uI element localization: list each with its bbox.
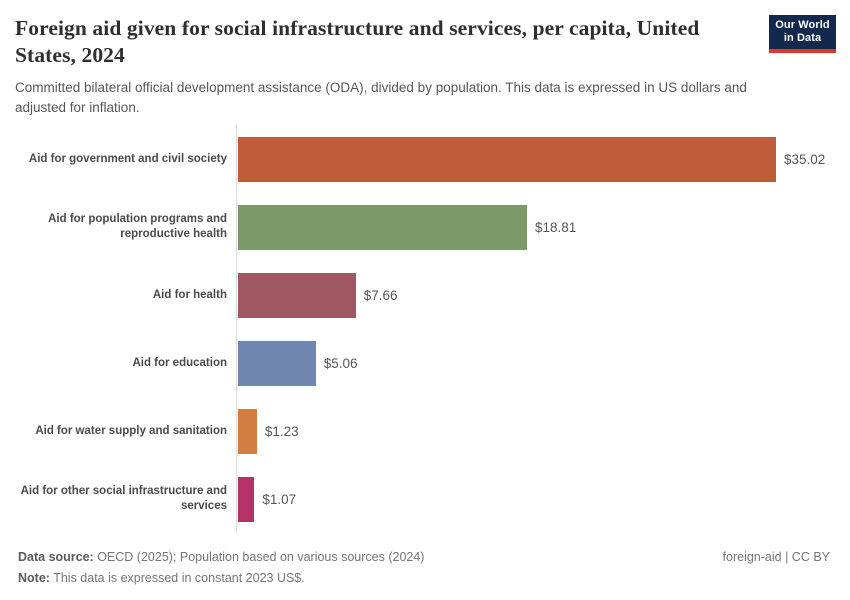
- license-text: foreign-aid | CC BY: [722, 550, 830, 564]
- bar-value-label: $35.02: [784, 151, 826, 167]
- category-label: Aid for health: [152, 288, 227, 301]
- bar: [238, 136, 776, 182]
- chart-row: Aid for government and civil society $35…: [0, 125, 850, 193]
- owid-logo: Our World in Data: [769, 15, 836, 53]
- note-label: Note:: [18, 571, 50, 585]
- chart-row: Aid for water supply and sanitation $1.2…: [0, 397, 850, 465]
- header: Foreign aid given for social infrastruct…: [0, 0, 850, 118]
- bar-value-label: $5.06: [323, 355, 358, 371]
- bar: [238, 476, 255, 522]
- page-title: Foreign aid given for social infrastruct…: [15, 16, 700, 67]
- bar-chart: Aid for government and civil society $35…: [0, 125, 850, 533]
- bar: [238, 340, 316, 386]
- category-label: Aid for government and civil society: [28, 152, 227, 165]
- note-line: Note: This data is expressed in constant…: [18, 568, 424, 589]
- bar-track: $35.02: [236, 125, 850, 193]
- category-label: Aid for education: [132, 356, 227, 369]
- header-text: Foreign aid given for social infrastruct…: [15, 15, 769, 118]
- bar-track: $7.66: [236, 261, 850, 329]
- chart-row: Aid for population programs and reproduc…: [0, 193, 850, 261]
- chart-row: Aid for education $5.06: [0, 329, 850, 397]
- bar-value-label: $18.81: [535, 219, 577, 235]
- category-label: Aid for population programs and reproduc…: [48, 213, 227, 240]
- bar: [238, 408, 257, 454]
- bar-track: $18.81: [236, 193, 850, 261]
- source-line: Data source: OECD (2025); Population bas…: [18, 547, 424, 568]
- owid-logo-line1: Our World: [775, 19, 830, 31]
- source-label: Data source:: [18, 550, 94, 564]
- owid-logo-line2: in Data: [783, 32, 822, 44]
- bar: [238, 272, 356, 318]
- bar-track: $1.23: [236, 397, 850, 465]
- chart-row: Aid for health $7.66: [0, 261, 850, 329]
- bar-track: $5.06: [236, 329, 850, 397]
- bar-value-label: $7.66: [363, 287, 398, 303]
- category-label: Aid for water supply and sanitation: [35, 424, 227, 437]
- page-subtitle: Committed bilateral official development…: [15, 80, 747, 115]
- chart-row: Aid for other social infrastructure and …: [0, 465, 850, 533]
- note-text: This data is expressed in constant 2023 …: [49, 571, 305, 585]
- bar-value-label: $1.23: [264, 423, 299, 439]
- footer-left: Data source: OECD (2025); Population bas…: [18, 547, 424, 589]
- category-label: Aid for other social infrastructure and …: [20, 485, 227, 512]
- bar: [238, 204, 527, 250]
- bar-value-label: $1.07: [262, 491, 297, 507]
- source-text: OECD (2025); Population based on various…: [93, 550, 425, 564]
- footer: Data source: OECD (2025); Population bas…: [0, 533, 850, 589]
- bar-track: $1.07: [236, 465, 850, 533]
